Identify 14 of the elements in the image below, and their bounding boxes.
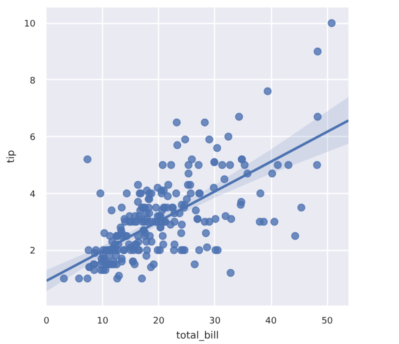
y-axis-title: tip [6,150,18,164]
x-tick-label: 10 [96,316,109,326]
x-tick-label: 20 [153,316,165,326]
x-tick-label: 0 [44,316,50,326]
x-tick-label: 40 [265,316,278,326]
x-tick-label: 30 [209,316,221,326]
y-tick-label: 4 [30,190,36,200]
y-tick-label: 6 [30,133,36,144]
y-tick-label: 8 [30,76,36,86]
y-tick-label: 10 [24,20,36,30]
x-tick-label: 50 [321,316,334,326]
y-tick-label: 2 [30,246,36,257]
line-series [46,119,348,282]
x-axis-title: total_bill [176,330,219,342]
